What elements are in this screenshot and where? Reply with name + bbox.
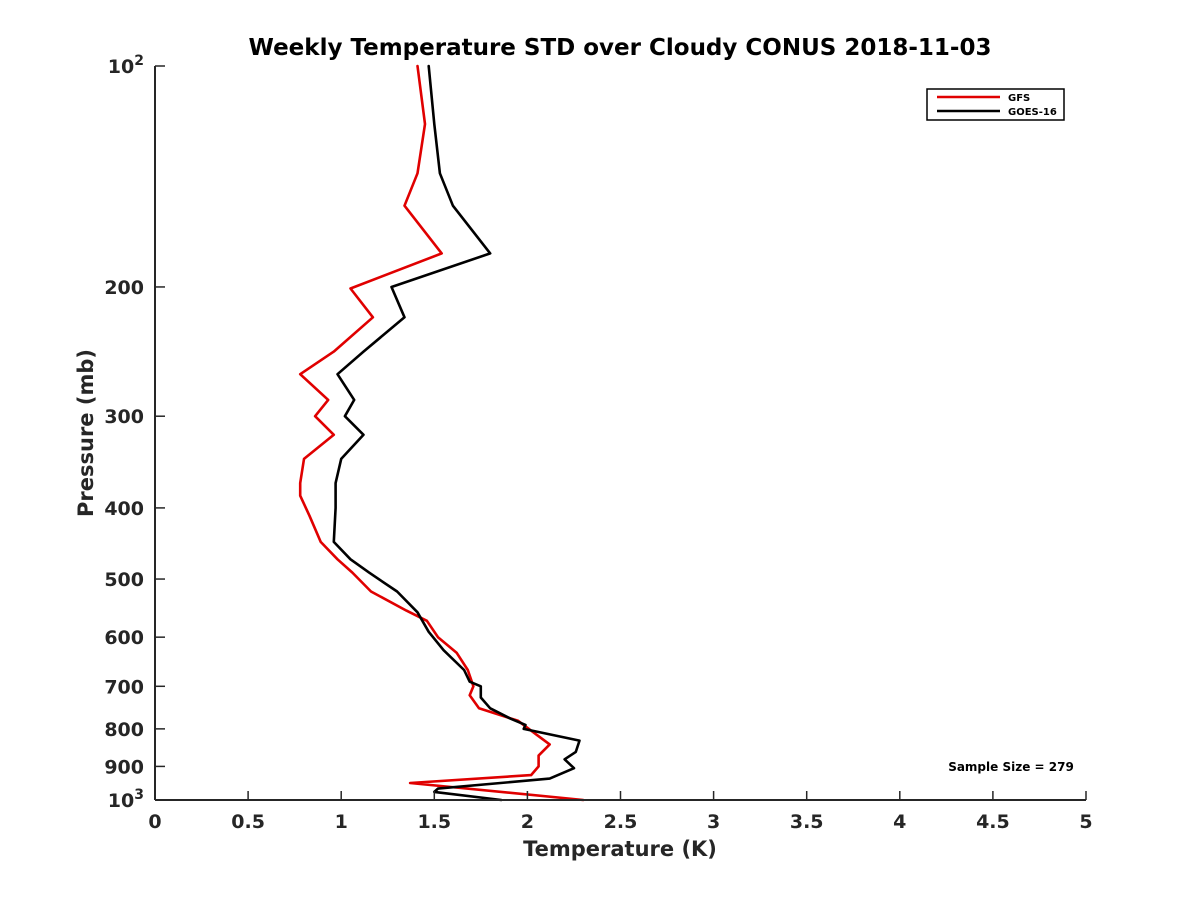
x-tick-label: 4.5: [976, 811, 1010, 833]
y-tick-label: 103: [108, 787, 144, 812]
x-tick-label: 0.5: [231, 811, 265, 833]
plot-series: [298, 64, 585, 802]
x-axis-label: Temperature (K): [523, 837, 717, 861]
y-axis-label: Pressure (mb): [74, 349, 98, 517]
y-tick-label: 900: [104, 756, 144, 778]
x-tick-label: 4: [893, 811, 906, 833]
x-tick-label: 0: [148, 811, 161, 833]
x-tick-label: 5: [1079, 811, 1092, 833]
y-tick-label: 200: [104, 277, 144, 299]
chart-title: Weekly Temperature STD over Cloudy CONUS…: [249, 35, 992, 61]
x-tick-label: 1: [335, 811, 348, 833]
y-tick-label: 600: [104, 627, 144, 649]
sample-size-annotation: Sample Size = 279: [948, 760, 1074, 774]
x-tick-label: 2.5: [604, 811, 638, 833]
y-ticks: 102 200 300 400 500 600 700 800 900 103: [104, 53, 165, 812]
legend: GFS GOES-16: [926, 88, 1065, 121]
y-tick-label: 700: [104, 676, 144, 698]
x-ticks: 0 0.5 1 1.5 2 2.5 3 3.5 4 4.5 5: [148, 791, 1093, 833]
y-tick-label: 400: [104, 498, 144, 520]
x-tick-label: 3: [707, 811, 720, 833]
x-tick-label: 3.5: [790, 811, 824, 833]
series-line-goes-16: [332, 64, 581, 802]
y-tick-label: 102: [108, 53, 144, 78]
y-tick-label: 800: [104, 719, 144, 741]
legend-label-goes-16: GOES-16: [1008, 107, 1057, 118]
axes: [154, 66, 1086, 801]
y-tick-label: 500: [104, 569, 144, 591]
y-tick-label: 300: [104, 406, 144, 428]
series-line-gfs: [298, 64, 585, 802]
legend-box: [926, 88, 1065, 121]
legend-label-gfs: GFS: [1008, 93, 1030, 104]
x-tick-label: 2: [521, 811, 534, 833]
x-tick-label: 1.5: [417, 811, 451, 833]
